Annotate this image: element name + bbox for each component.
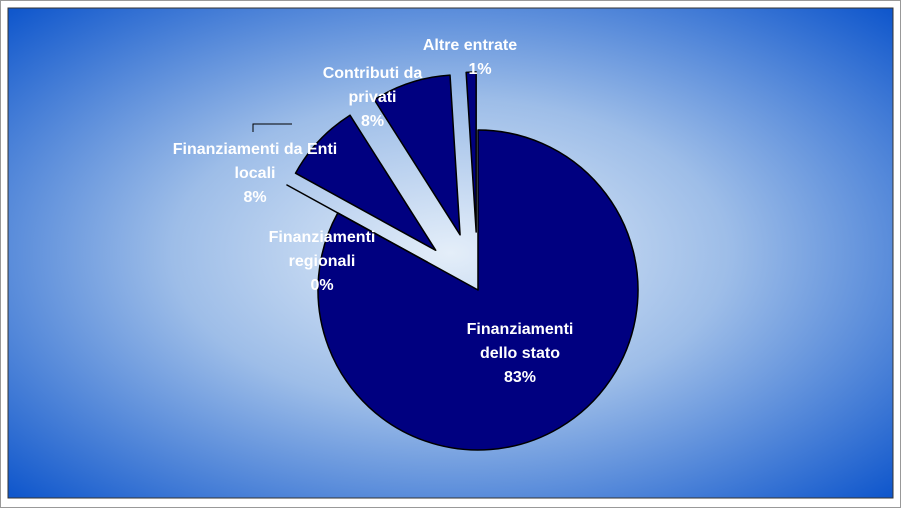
slice-label: Altre entrate [422, 37, 518, 54]
slice-label: Finanziamenti dello stato [466, 321, 574, 362]
slices [286, 71, 639, 451]
slice-label: Contributi da privati [322, 65, 423, 106]
pie-slice [373, 74, 461, 236]
slice-value-label: 8% [360, 113, 385, 130]
slice-value-label: 1% [468, 61, 492, 78]
slice-label: Finanziamenti da Enti locali [172, 141, 338, 182]
pie-slice [286, 184, 428, 263]
pie-slice [317, 129, 639, 451]
leader-line [252, 123, 292, 132]
pie-slice [465, 71, 477, 233]
slice-label: Finanziamenti regionali [268, 229, 376, 270]
slice-value-label: 8% [243, 189, 267, 206]
slice-value-label: 83% [503, 369, 537, 386]
pie-slice [294, 114, 437, 252]
slice-value-label: 0% [310, 277, 334, 294]
